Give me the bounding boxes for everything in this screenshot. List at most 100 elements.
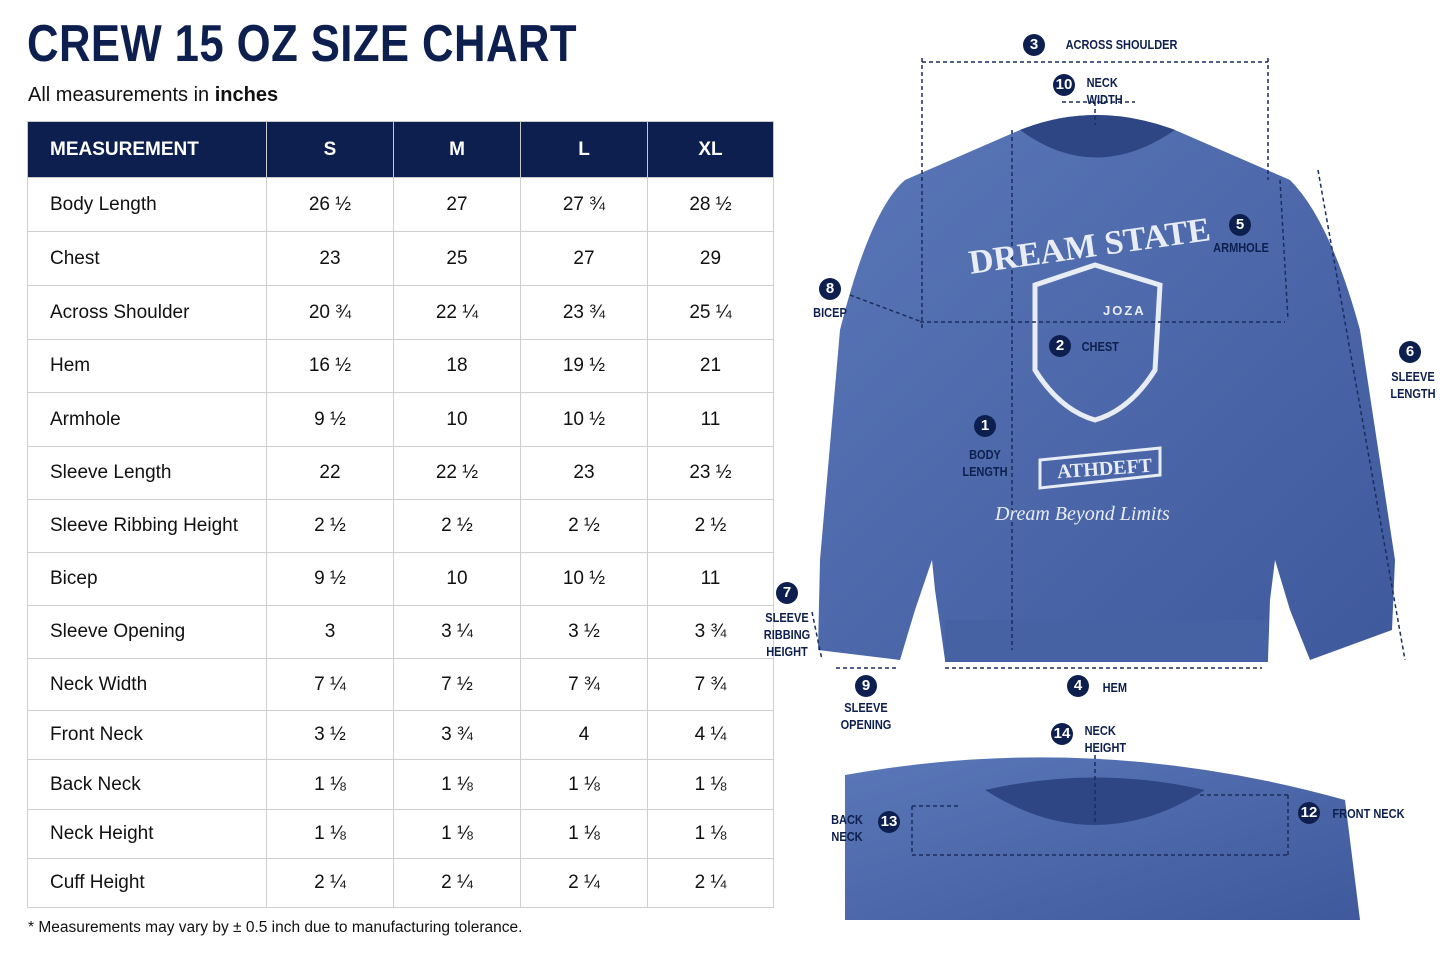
callout-label: BACK NECK xyxy=(831,813,863,844)
size-value: 20 ¾ xyxy=(266,285,394,340)
callout-number: 2 xyxy=(1049,335,1071,357)
subtitle-unit: inches xyxy=(214,84,279,106)
subtitle-text: All measurements in xyxy=(28,84,210,106)
size-value: 1 ⅛ xyxy=(647,759,774,810)
measurement-name: Neck Height xyxy=(27,809,267,859)
size-value: 25 ¼ xyxy=(647,285,774,340)
size-value: 1 ⅛ xyxy=(393,809,521,859)
callout-number: 7 xyxy=(776,582,798,604)
column-header: L xyxy=(520,121,648,178)
table-row: Bicep 9 ½ 10 10 ½ 11 xyxy=(27,552,774,606)
callout-number: 3 xyxy=(1023,34,1045,56)
size-value: 27 xyxy=(393,177,521,232)
callout-label: HEM xyxy=(1102,681,1128,695)
size-value: 27 xyxy=(520,231,648,286)
callout-label: NECK WIDTH xyxy=(1086,76,1123,107)
size-value: 1 ⅛ xyxy=(266,759,394,810)
size-value: 18 xyxy=(393,339,521,393)
callout-label: SLEEVE OPENING xyxy=(840,701,892,732)
callout-number: 10 xyxy=(1053,74,1075,96)
callout-label: SLEEVE RIBBING HEIGHT xyxy=(763,611,811,659)
size-value: 1 ⅛ xyxy=(520,759,648,810)
size-value: 7 ¾ xyxy=(520,658,648,711)
size-value: 4 ¼ xyxy=(647,710,774,760)
measurement-name: Front Neck xyxy=(27,710,267,760)
header-row: MEASUREMENT S M L XL xyxy=(27,121,774,178)
sweatshirt xyxy=(818,115,1395,920)
size-value: 2 ¼ xyxy=(647,858,774,908)
table-row: Armhole 9 ½ 10 10 ½ 11 xyxy=(27,392,774,447)
size-value: 10 xyxy=(393,552,521,606)
callout-number: 9 xyxy=(855,675,877,697)
size-value: 23 xyxy=(520,446,648,500)
size-value: 3 ¼ xyxy=(393,605,521,659)
size-value: 10 ½ xyxy=(520,392,648,447)
measurement-name: Across Shoulder xyxy=(27,285,267,340)
size-value: 16 ½ xyxy=(266,339,394,393)
size-value: 2 ¼ xyxy=(266,858,394,908)
measurement-name: Armhole xyxy=(27,392,267,447)
size-value: 3 ½ xyxy=(266,710,394,760)
size-value: 2 ¼ xyxy=(520,858,648,908)
size-value: 22 ¼ xyxy=(393,285,521,340)
callout-number: 1 xyxy=(974,415,996,437)
callout-label: ACROSS SHOULDER xyxy=(1065,38,1178,52)
size-value: 28 ½ xyxy=(647,177,774,232)
callout-label: BICEP xyxy=(813,306,847,320)
column-header: MEASUREMENT xyxy=(27,121,267,178)
measurement-name: Bicep xyxy=(27,552,267,606)
measurement-name: Sleeve Ribbing Height xyxy=(27,499,267,553)
size-value: 2 ½ xyxy=(520,499,648,553)
size-value: 3 ¾ xyxy=(393,710,521,760)
callout-number: 5 xyxy=(1229,214,1251,236)
size-value: 1 ⅛ xyxy=(393,759,521,810)
callout-label: ARMHOLE xyxy=(1213,241,1269,255)
callout-label: BODY LENGTH xyxy=(962,448,1008,479)
callout-number: 6 xyxy=(1399,341,1421,363)
measurement-name: Body Length xyxy=(27,177,267,232)
table-row: Hem 16 ½ 18 19 ½ 21 xyxy=(27,339,774,393)
size-value: 2 ½ xyxy=(393,499,521,553)
table-row: Across Shoulder 20 ¾ 22 ¼ 23 ¾ 25 ¼ xyxy=(27,285,774,340)
graphic-shield-text: JOZA xyxy=(1103,303,1146,318)
size-value: 9 ½ xyxy=(266,552,394,606)
callout-number: 13 xyxy=(878,811,900,833)
callout-number: 12 xyxy=(1298,802,1320,824)
measurement-name: Cuff Height xyxy=(27,858,267,908)
callout-number: 4 xyxy=(1067,675,1089,697)
title: CREW 15 OZ SIZE CHART xyxy=(27,15,578,73)
size-value: 3 ¾ xyxy=(647,605,774,659)
size-value: 22 xyxy=(266,446,394,500)
footnote: * Measurements may vary by ± 0.5 inch du… xyxy=(28,919,523,936)
size-value: 11 xyxy=(647,552,774,606)
size-value: 23 xyxy=(266,231,394,286)
size-value: 3 ½ xyxy=(520,605,648,659)
measurement-name: Sleeve Length xyxy=(27,446,267,500)
size-value: 23 ¾ xyxy=(520,285,648,340)
size-value: 2 ½ xyxy=(647,499,774,553)
size-value: 1 ⅛ xyxy=(520,809,648,859)
size-value: 21 xyxy=(647,339,774,393)
size-value: 19 ½ xyxy=(520,339,648,393)
size-value: 7 ¼ xyxy=(266,658,394,711)
size-value: 10 xyxy=(393,392,521,447)
size-value: 2 ¼ xyxy=(393,858,521,908)
size-value: 3 xyxy=(266,605,394,659)
size-value: 7 ½ xyxy=(393,658,521,711)
table-row: Body Length 26 ½ 27 27 ¾ 28 ½ xyxy=(27,177,774,232)
size-value: 2 ½ xyxy=(266,499,394,553)
column-header: XL xyxy=(647,121,774,178)
table-row: Chest 23 25 27 29 xyxy=(27,231,774,286)
size-value: 1 ⅛ xyxy=(266,809,394,859)
size-value: 1 ⅛ xyxy=(647,809,774,859)
size-value: 25 xyxy=(393,231,521,286)
column-header: M xyxy=(393,121,521,178)
callout-label: NECK HEIGHT xyxy=(1084,724,1127,755)
